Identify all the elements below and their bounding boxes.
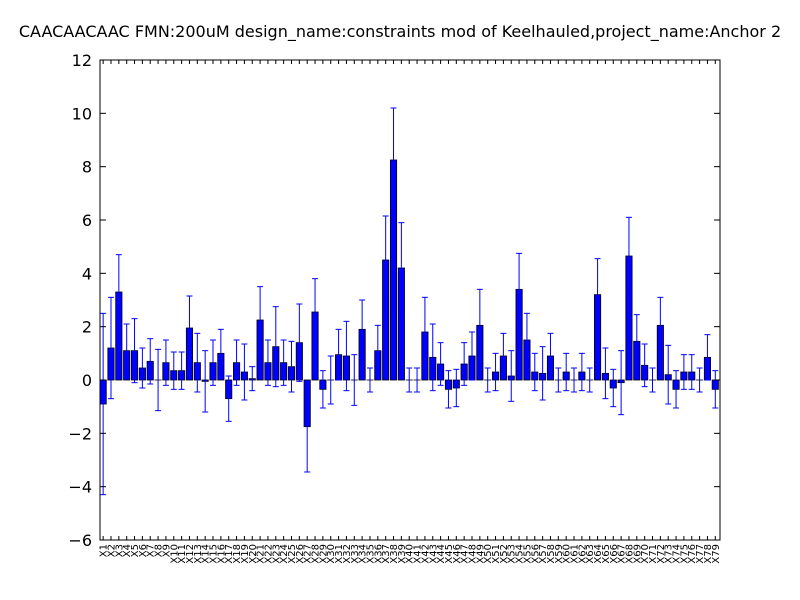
y-tick-label: 6 — [82, 211, 92, 230]
x-tick-label: X71 — [648, 544, 659, 564]
y-tick-label: −2 — [68, 424, 92, 443]
x-tick-label: X34 — [358, 544, 369, 564]
x-tick-label: X28 — [311, 544, 322, 564]
y-tick-label: 0 — [82, 371, 92, 390]
x-tick-label: X32 — [342, 544, 353, 564]
y-tick-label: 8 — [82, 158, 92, 177]
x-tick-label: X33 — [350, 544, 361, 564]
x-tick-label: X17 — [224, 544, 235, 564]
x-tick-label: X1 — [99, 544, 110, 557]
x-tick-label: X68 — [624, 544, 635, 564]
x-tick-label: X4 — [122, 544, 133, 557]
x-tick-label: X51 — [491, 544, 502, 564]
x-tick-label: X15 — [209, 544, 220, 564]
x-tick-label: X58 — [546, 544, 557, 564]
x-tick-label: X70 — [640, 544, 651, 564]
y-tick-label: 10 — [72, 104, 92, 123]
x-tick-label: X57 — [538, 544, 549, 564]
y-tick-label: 4 — [82, 264, 92, 283]
x-tick-label: X61 — [570, 544, 581, 564]
x-tick-label: X40 — [405, 544, 416, 564]
x-tick-label: X8 — [154, 544, 165, 557]
x-tick-label: X76 — [687, 544, 698, 564]
x-tick-label: X12 — [185, 544, 196, 564]
x-tick-label: X66 — [609, 544, 620, 564]
x-tick-label: X50 — [483, 544, 494, 564]
axes-frame — [99, 59, 721, 541]
x-tick-label: X10 — [169, 544, 180, 564]
x-tick-label: X19 — [240, 544, 251, 564]
x-tick-label: X5 — [130, 544, 141, 557]
x-tick-label: X25 — [287, 544, 298, 564]
x-tick-label: X52 — [499, 544, 510, 564]
x-tick-label: X11 — [177, 544, 188, 564]
y-tick-label: −4 — [68, 478, 92, 497]
x-tick-label: X45 — [444, 544, 455, 564]
x-tick-label: X24 — [279, 544, 290, 564]
x-tick-label: X36 — [373, 544, 384, 564]
x-tick-label: X29 — [318, 544, 329, 564]
x-tick-label: X21 — [256, 544, 267, 564]
x-tick-label: X13 — [193, 544, 204, 564]
x-tick-label: X22 — [263, 544, 274, 564]
x-tick-label: X42 — [420, 544, 431, 564]
x-tick-label: X60 — [562, 544, 573, 564]
x-tick-label: X56 — [530, 544, 541, 564]
x-tick-label: X54 — [515, 544, 526, 564]
x-tick-label: X75 — [679, 544, 690, 564]
x-tick-label: X41 — [413, 544, 424, 564]
x-tick-label: X78 — [703, 544, 714, 564]
x-tick-label: X46 — [452, 544, 463, 564]
x-tick-label: X65 — [601, 544, 612, 564]
x-tick-label: X67 — [617, 544, 628, 564]
x-tick-label: X3 — [114, 544, 125, 557]
x-tick-label: X59 — [554, 544, 565, 564]
x-tick-label: X30 — [326, 544, 337, 564]
y-tick-label: −6 — [68, 531, 92, 550]
x-tick-label: X26 — [295, 544, 306, 564]
x-tick-label: X69 — [632, 544, 643, 564]
x-tick-label: X16 — [216, 544, 227, 564]
y-tick-label: 12 — [72, 51, 92, 70]
x-tick-label: X49 — [475, 544, 486, 564]
x-tick-label: X20 — [248, 544, 259, 564]
x-tick-label: X23 — [271, 544, 282, 564]
chart-title: CAACAACAAC FMN:200uM design_name:constra… — [19, 22, 781, 42]
x-tick-label: X7 — [146, 544, 157, 557]
y-tick-label: 2 — [82, 318, 92, 337]
x-tick-label: X18 — [232, 544, 243, 564]
x-tick-label: X9 — [161, 544, 172, 557]
x-tick-label: X31 — [334, 544, 345, 564]
x-tick-label: X14 — [201, 544, 212, 564]
x-tick-label: X37 — [381, 544, 392, 564]
x-tick-label: X43 — [428, 544, 439, 564]
x-tick-label: X77 — [695, 544, 706, 564]
plot-area: −6−4−2024681012X1X2X3X4X5X6X7X8X9X10X11X… — [68, 51, 721, 564]
x-tick-label: X79 — [711, 544, 722, 564]
x-tick-label: X39 — [397, 544, 408, 564]
x-tick-label: X27 — [303, 544, 314, 564]
x-tick-label: X53 — [507, 544, 518, 564]
x-tick-label: X38 — [389, 544, 400, 564]
x-tick-label: X2 — [106, 544, 117, 557]
x-tick-label: X62 — [577, 544, 588, 564]
x-tick-label: X6 — [138, 544, 149, 557]
x-tick-label: X44 — [436, 544, 447, 564]
x-tick-label: X72 — [656, 544, 667, 564]
x-tick-label: X55 — [522, 544, 533, 564]
x-tick-label: X35 — [365, 544, 376, 564]
x-tick-label: X73 — [664, 544, 675, 564]
x-tick-label: X63 — [585, 544, 596, 564]
x-tick-label: X48 — [468, 544, 479, 564]
x-tick-label: X47 — [460, 544, 471, 564]
x-tick-label: X74 — [672, 544, 683, 564]
x-tick-label: X64 — [593, 544, 604, 564]
